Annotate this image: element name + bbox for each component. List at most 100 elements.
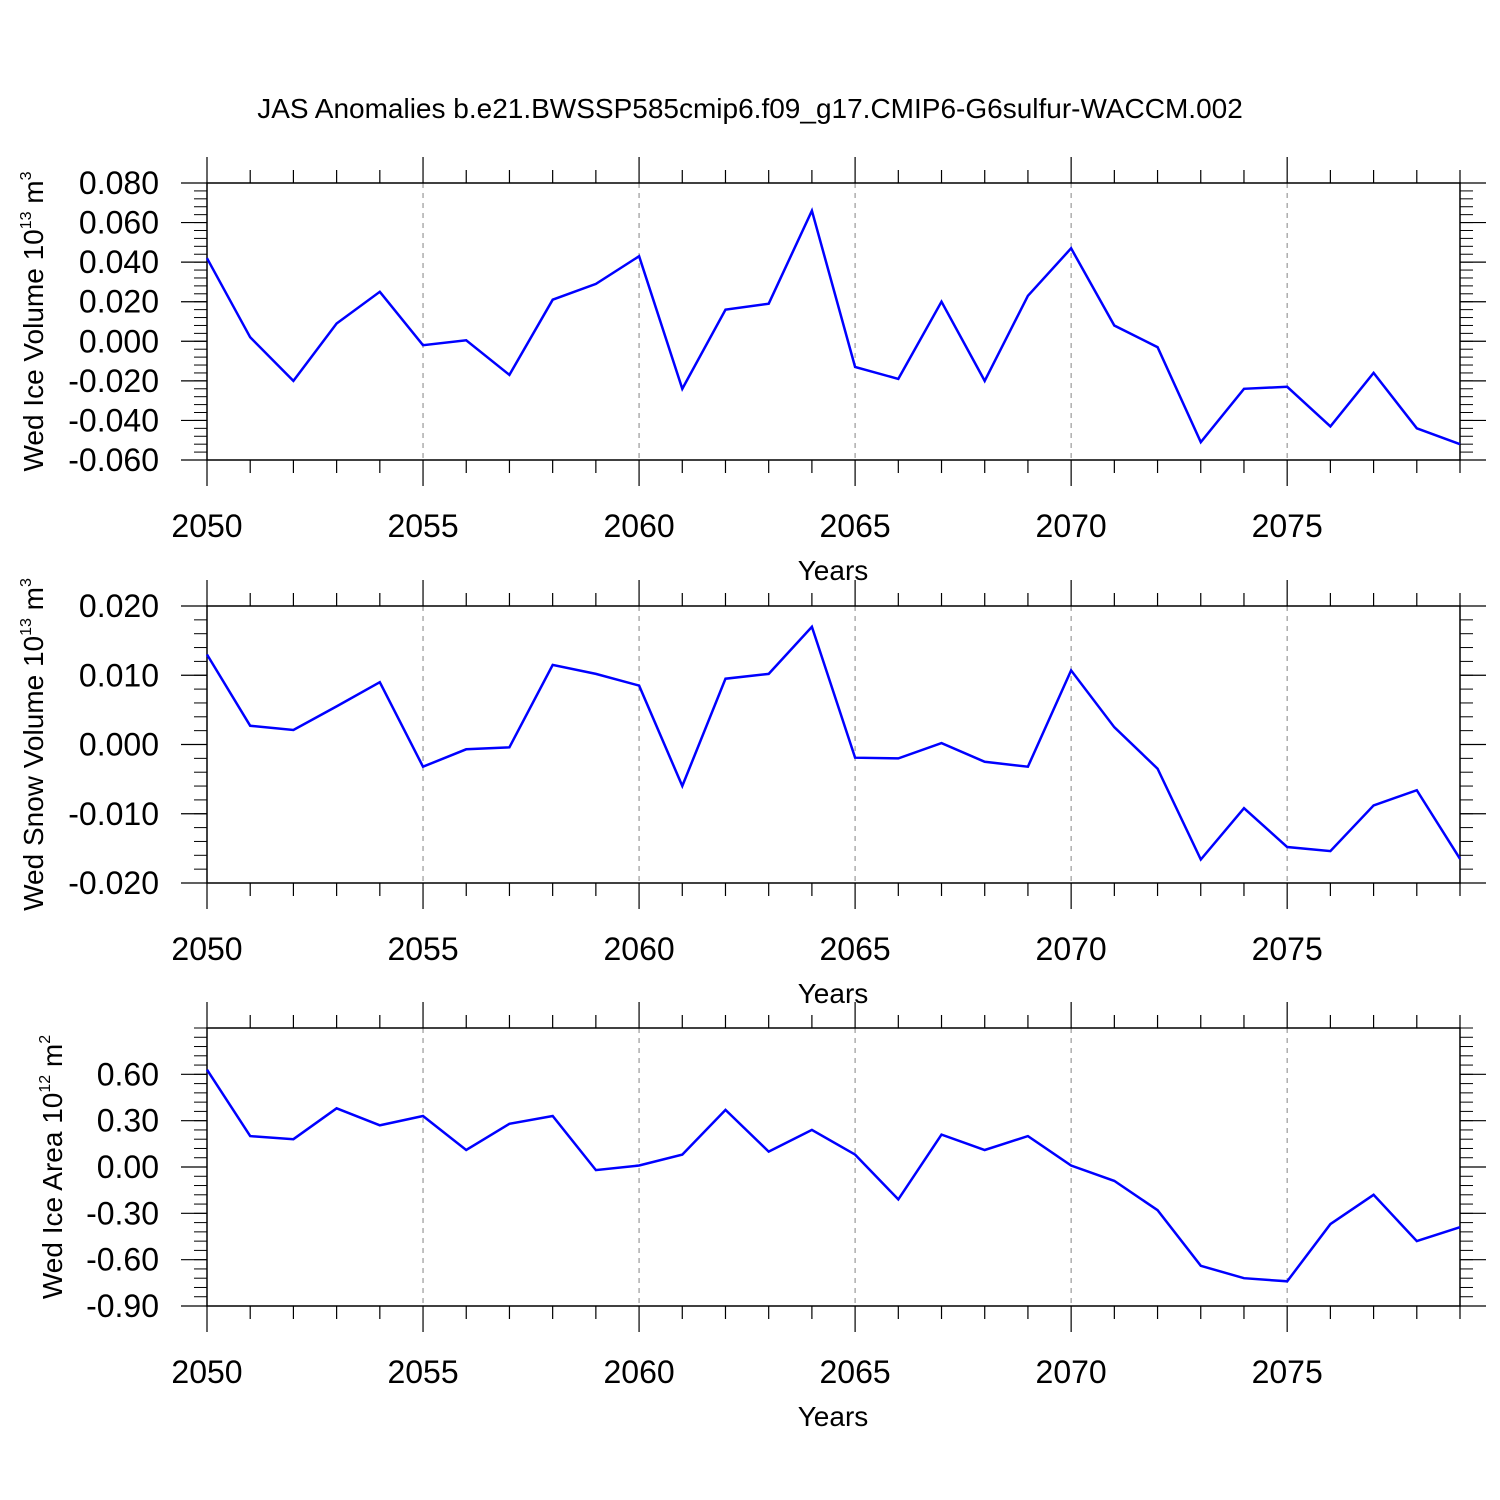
snow-volume-y-tick-label: -0.010 — [68, 796, 159, 832]
ice-volume-y-tick-label: 0.060 — [79, 205, 159, 241]
ice-volume-data-point — [1414, 425, 1420, 431]
ice-area-data-point — [550, 1113, 556, 1119]
snow-volume-x-tick-label: 2070 — [1036, 931, 1107, 967]
snow-volume-data-point — [463, 746, 469, 752]
ice-volume-data-point — [982, 378, 988, 384]
ice-area-data-point — [1241, 1275, 1247, 1281]
ice-area-y-axis-title-exponent: 12 — [37, 1075, 54, 1093]
ice-volume-data-point — [1025, 293, 1031, 299]
panel-ice-area: 0.60 0.30 0.00 -0.30 -0.60 -0.90 2050 2055 2060 2… — [37, 1002, 1486, 1432]
ice-volume-y-tick-label: -0.060 — [68, 442, 159, 478]
ice-volume-data-point — [290, 378, 296, 384]
snow-volume-data-point — [1155, 766, 1161, 772]
snow-volume-data-point — [895, 755, 901, 761]
ice-area-data-point — [1155, 1207, 1161, 1213]
snow-volume-series-line — [205, 624, 1462, 862]
ice-area-data-point — [1371, 1192, 1377, 1198]
snow-volume-data-point — [1241, 805, 1247, 811]
snow-volume-y-tick-label: 0.010 — [79, 657, 159, 693]
ice-area-data-point — [679, 1152, 685, 1158]
ice-volume-data-point — [334, 320, 340, 326]
ice-volume-y-tick-label: 0.020 — [79, 284, 159, 320]
ice-area-series-line — [205, 1069, 1461, 1283]
ice-volume-data-point — [1327, 423, 1333, 429]
ice-volume-data-point — [1155, 344, 1161, 350]
ice-area-data-point — [722, 1107, 728, 1113]
snow-volume-x-tick-label: 2075 — [1252, 931, 1323, 967]
ice-volume-data-point — [550, 297, 556, 303]
snow-volume-data-point — [982, 759, 988, 765]
ice-area-data-point — [420, 1113, 426, 1119]
ice-area-data-point — [852, 1152, 858, 1158]
ice-volume-x-tick-label: 2060 — [603, 508, 674, 544]
snow-volume-y-axis-title-unit: m — [18, 587, 49, 618]
ice-volume-data-point — [1284, 384, 1290, 390]
snow-volume-data-point — [420, 764, 426, 770]
ice-area-data-point — [766, 1149, 772, 1155]
ice-area-data-point — [290, 1136, 296, 1142]
ice-volume-frame — [206, 182, 1461, 461]
snow-volume-data-point — [290, 727, 296, 733]
ice-area-x-tick-label: 2075 — [1252, 1354, 1323, 1390]
ice-volume-data-point — [939, 299, 945, 305]
ice-area-y-tick-label: 0.30 — [97, 1103, 159, 1139]
ice-volume-x-tick-label: 2065 — [820, 508, 891, 544]
snow-volume-data-point — [204, 651, 210, 657]
ice-volume-data-point — [1241, 386, 1247, 392]
ice-volume-data-point — [895, 376, 901, 382]
ice-volume-data-point — [204, 255, 210, 261]
ice-volume-x-tick-label: 2055 — [387, 508, 458, 544]
ice-area-data-point — [593, 1167, 599, 1173]
ice-volume-data-point — [809, 208, 815, 214]
snow-volume-data-point — [550, 662, 556, 668]
ice-volume-y-tick-label: 0.000 — [79, 323, 159, 359]
ice-area-x-tick-label: 2060 — [603, 1354, 674, 1390]
ice-area-data-point — [247, 1133, 253, 1139]
snow-volume-x-tick-label: 2065 — [820, 931, 891, 967]
ice-volume-x-tick-label: 2075 — [1252, 508, 1323, 544]
ice-area-x-axis-title: Years — [798, 1401, 869, 1432]
ice-volume-y-tick-label: -0.040 — [68, 402, 159, 438]
ice-volume-x-tick-label: 2070 — [1036, 508, 1107, 544]
ice-volume-data-point — [420, 342, 426, 348]
ice-area-data-point — [1457, 1224, 1463, 1230]
snow-volume-data-point — [377, 679, 383, 685]
panel-snow-volume: 0.020 0.010 0.000 -0.010 -0.020 2050 2055 2060 2… — [18, 578, 1486, 1009]
snow-volume-y-tick-label: -0.020 — [68, 865, 159, 901]
ice-volume-data-point — [247, 334, 253, 340]
snow-volume-data-point — [679, 783, 685, 789]
ice-area-data-point — [939, 1132, 945, 1138]
snow-volume-data-point — [722, 676, 728, 682]
snow-volume-data-point — [1198, 856, 1204, 862]
snow-volume-data-point — [1284, 844, 1290, 850]
ice-area-y-tick-label: -0.60 — [86, 1242, 159, 1278]
ice-volume-data-point — [463, 337, 469, 343]
ice-volume-data-point — [766, 301, 772, 307]
snow-volume-data-point — [334, 703, 340, 709]
ice-volume-y-axis-title-exponent: 13 — [18, 211, 35, 229]
ice-area-y-tick-label: -0.90 — [86, 1288, 159, 1324]
ice-area-data-point — [334, 1105, 340, 1111]
ice-volume-data-point — [506, 372, 512, 378]
ice-area-data-point — [1198, 1263, 1204, 1269]
snow-volume-y-tick-label: 0.000 — [79, 727, 159, 763]
ice-volume-y-tick-label: 0.040 — [79, 244, 159, 280]
ice-area-data-point — [204, 1067, 210, 1073]
ice-area-x-tick-label: 2070 — [1036, 1354, 1107, 1390]
ice-volume-data-point — [377, 289, 383, 295]
snow-volume-data-point — [1111, 724, 1117, 730]
ice-volume-y-tick-label: -0.020 — [68, 363, 159, 399]
ice-area-y-axis-title-unit-exponent: 2 — [37, 1035, 54, 1044]
ice-volume-y-axis-title-unit: m — [18, 180, 49, 211]
ice-volume-y-axis-title-text: Wed Ice Volume 10 — [18, 229, 49, 471]
ice-area-data-point — [506, 1121, 512, 1127]
ice-volume-y-tick-label: 0.080 — [79, 165, 159, 201]
ice-area-y-tick-label: 0.00 — [97, 1149, 159, 1185]
ice-volume-data-point — [679, 386, 685, 392]
snow-volume-y-tick-label: 0.020 — [79, 588, 159, 624]
ice-volume-x-tick-label: 2050 — [171, 508, 242, 544]
ice-volume-data-point — [852, 364, 858, 370]
ice-area-data-point — [895, 1196, 901, 1202]
